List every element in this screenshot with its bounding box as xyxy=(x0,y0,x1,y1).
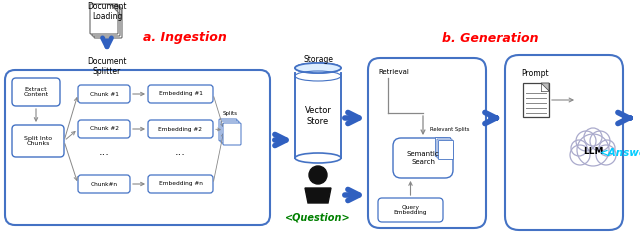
FancyBboxPatch shape xyxy=(221,121,239,143)
Text: a. Ingestion: a. Ingestion xyxy=(143,31,227,44)
Text: <Answer>: <Answer> xyxy=(600,148,640,158)
FancyBboxPatch shape xyxy=(148,120,213,138)
Circle shape xyxy=(596,145,616,165)
Polygon shape xyxy=(111,5,117,11)
Text: Chunk #2: Chunk #2 xyxy=(90,126,118,132)
Text: ...: ... xyxy=(175,147,186,157)
Circle shape xyxy=(584,128,602,146)
Ellipse shape xyxy=(295,63,341,73)
Text: Embedding #n: Embedding #n xyxy=(159,181,202,187)
Circle shape xyxy=(577,134,609,166)
Circle shape xyxy=(570,145,590,165)
FancyBboxPatch shape xyxy=(435,137,451,157)
FancyBboxPatch shape xyxy=(5,70,270,225)
FancyBboxPatch shape xyxy=(12,125,64,157)
Polygon shape xyxy=(541,83,549,91)
Text: Retrieval: Retrieval xyxy=(378,69,409,75)
FancyBboxPatch shape xyxy=(368,58,486,228)
Circle shape xyxy=(576,131,596,151)
Text: Extract
Content: Extract Content xyxy=(24,87,49,97)
FancyBboxPatch shape xyxy=(223,123,241,145)
FancyBboxPatch shape xyxy=(437,139,452,158)
Polygon shape xyxy=(113,7,119,13)
FancyBboxPatch shape xyxy=(94,8,122,38)
FancyBboxPatch shape xyxy=(438,141,454,160)
Text: <Question>: <Question> xyxy=(285,213,351,223)
FancyBboxPatch shape xyxy=(523,83,549,117)
Text: ...: ... xyxy=(99,147,109,157)
Text: Relevant Splits: Relevant Splits xyxy=(430,128,470,133)
Text: Chunk #1: Chunk #1 xyxy=(90,91,118,97)
Circle shape xyxy=(309,166,327,184)
Circle shape xyxy=(599,140,615,156)
Text: Chunk#n: Chunk#n xyxy=(90,181,118,187)
FancyBboxPatch shape xyxy=(295,68,341,158)
FancyBboxPatch shape xyxy=(505,55,623,230)
Ellipse shape xyxy=(295,63,341,73)
Text: Split Into
Chunks: Split Into Chunks xyxy=(24,136,52,146)
Text: Semantic
Search: Semantic Search xyxy=(406,151,440,165)
Text: Prompt: Prompt xyxy=(521,68,549,78)
Ellipse shape xyxy=(295,153,341,163)
Circle shape xyxy=(590,131,610,151)
Text: b. Generation: b. Generation xyxy=(442,31,538,44)
Polygon shape xyxy=(305,188,331,203)
FancyBboxPatch shape xyxy=(78,120,130,138)
Text: Storage: Storage xyxy=(303,55,333,64)
FancyBboxPatch shape xyxy=(393,138,453,178)
Text: Query
Embedding: Query Embedding xyxy=(394,205,428,215)
FancyBboxPatch shape xyxy=(12,78,60,106)
Polygon shape xyxy=(115,9,121,15)
FancyBboxPatch shape xyxy=(78,85,130,103)
Text: Splits: Splits xyxy=(223,111,237,116)
FancyBboxPatch shape xyxy=(78,175,130,193)
Text: Vector
Store: Vector Store xyxy=(305,106,332,126)
Text: Document
Splitter: Document Splitter xyxy=(87,57,127,76)
FancyBboxPatch shape xyxy=(92,6,120,36)
Text: Embedding #1: Embedding #1 xyxy=(159,91,202,97)
Text: Embedding #2: Embedding #2 xyxy=(159,126,202,132)
Circle shape xyxy=(571,140,587,156)
FancyBboxPatch shape xyxy=(219,119,237,141)
FancyBboxPatch shape xyxy=(90,4,118,34)
Text: Document
Loading: Document Loading xyxy=(87,2,127,21)
FancyBboxPatch shape xyxy=(148,175,213,193)
FancyBboxPatch shape xyxy=(148,85,213,103)
FancyBboxPatch shape xyxy=(378,198,443,222)
Text: LLM: LLM xyxy=(583,148,604,157)
